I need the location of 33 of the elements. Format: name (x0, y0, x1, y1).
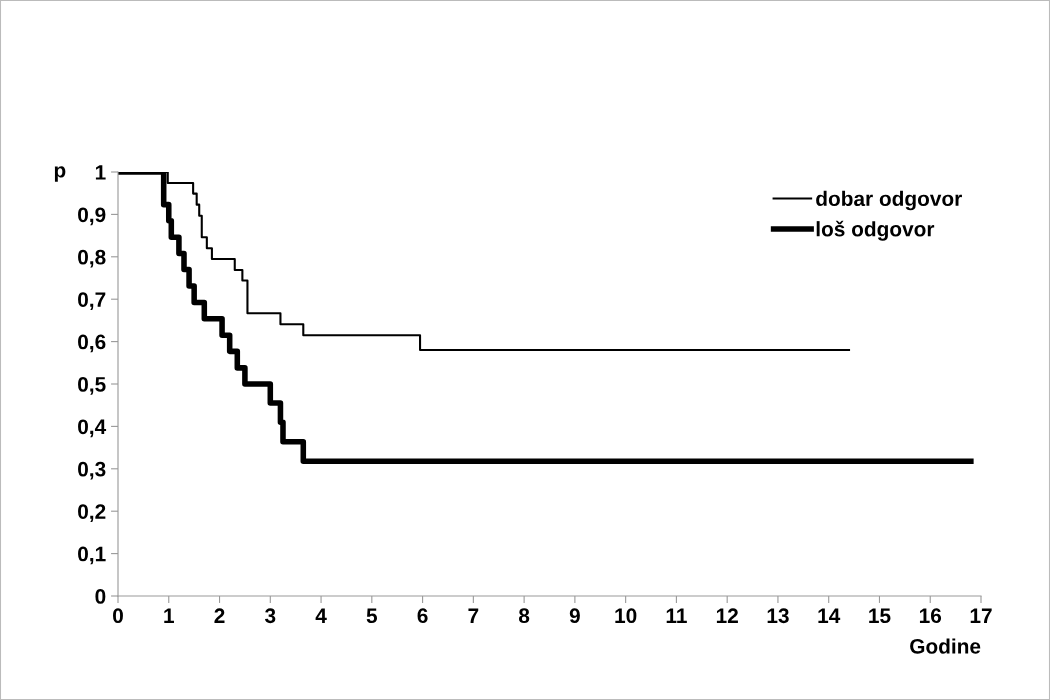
y-tick-label: 0,5 (78, 377, 106, 395)
x-axis-title: Godine (910, 638, 981, 654)
x-tick-label: 6 (417, 608, 428, 624)
x-tick-label: 5 (366, 608, 378, 624)
x-tick-label: 17 (970, 608, 992, 623)
x-tick-label: 7 (468, 608, 479, 623)
x-tick-label: 3 (264, 608, 276, 624)
x-tick-label: 14 (818, 608, 841, 623)
legend-label: dobar odgovor (816, 190, 962, 211)
y-tick-label: 0,1 (78, 546, 106, 565)
y-tick-label: 0,2 (78, 504, 106, 522)
y-tick-label: 0,8 (78, 249, 106, 268)
y-tick-label: 1 (95, 165, 106, 180)
x-tick-label: 15 (869, 608, 891, 624)
x-tick-label: 12 (716, 608, 738, 623)
x-tick-label: 13 (767, 608, 789, 624)
x-tick-label: 11 (666, 608, 687, 623)
y-tick-label: 0,6 (78, 334, 106, 353)
x-tick-label: 10 (615, 608, 637, 624)
x-tick-label: 8 (518, 608, 530, 624)
x-tick-label: 9 (569, 608, 580, 624)
y-tick-label: 0,7 (78, 292, 106, 310)
y-tick-label: 0 (95, 589, 106, 604)
y-tick-label: 0,4 (78, 419, 107, 438)
x-tick-label: 16 (919, 608, 942, 624)
y-tick-label: 0,3 (78, 461, 106, 480)
x-tick-label: 1 (164, 608, 174, 623)
y-axis-title: p (54, 166, 66, 182)
y-tick-label: 0,9 (78, 207, 106, 226)
x-tick-label: 4 (315, 608, 327, 623)
x-tick-label: 0 (113, 608, 123, 624)
x-tick-label: 2 (214, 608, 225, 623)
legend-label: loš odgovor (816, 220, 935, 241)
